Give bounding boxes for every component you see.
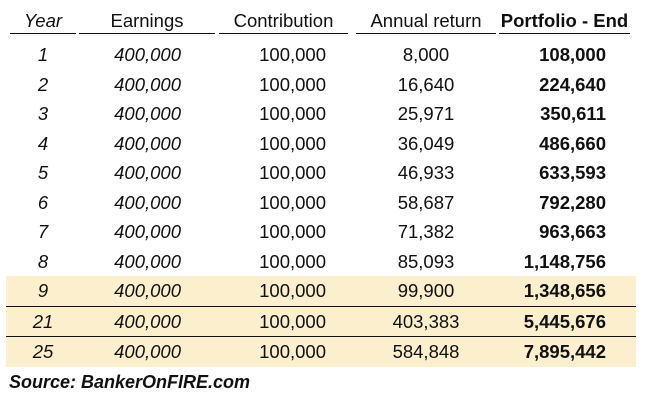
cell-annual-return: 16,640 xyxy=(397,73,455,95)
cell-year: 3 xyxy=(37,103,49,124)
cell-year: 2 xyxy=(37,73,49,95)
cell-annual-return: 58,687 xyxy=(397,191,455,213)
header-portfolio-end: Portfolio - End xyxy=(499,8,630,34)
cell-year: 1 xyxy=(37,44,49,65)
cell-contribution: 100,000 xyxy=(259,250,326,272)
cell-portfolio-end: 633,593 xyxy=(539,162,606,183)
cell-year: 5 xyxy=(37,162,49,183)
cell-portfolio-end: 1,348,656 xyxy=(523,280,606,301)
cell-contribution: 100,000 xyxy=(259,221,326,242)
cell-earnings: 400,000 xyxy=(114,132,181,154)
table-row: 6 400,000 100,000 58,687 792,280 xyxy=(6,188,636,218)
header-annual-return: Annual return xyxy=(356,8,496,34)
cell-earnings: 400,000 xyxy=(114,341,181,362)
table-row-highlighted: 21 400,000 100,000 403,383 5,445,676 xyxy=(6,305,636,336)
cell-earnings: 400,000 xyxy=(114,73,181,95)
cell-earnings: 400,000 xyxy=(114,162,181,183)
cell-annual-return: 71,382 xyxy=(397,221,455,242)
cell-earnings: 400,000 xyxy=(114,280,181,301)
cell-year: 6 xyxy=(37,191,49,213)
header-year: Year xyxy=(10,8,76,34)
cell-portfolio-end: 350,611 xyxy=(540,103,606,124)
header-earnings: Earnings xyxy=(79,8,215,34)
cell-year: 7 xyxy=(37,221,49,242)
portfolio-growth-table: Year Earnings Contribution Annual return… xyxy=(6,0,636,367)
cell-contribution: 100,000 xyxy=(259,132,326,154)
cell-annual-return: 46,933 xyxy=(397,162,455,183)
cell-portfolio-end: 224,640 xyxy=(539,73,606,95)
table-row: 1 400,000 100,000 8,000 108,000 xyxy=(6,40,636,70)
cell-contribution: 100,000 xyxy=(259,162,326,183)
cell-year: 4 xyxy=(37,132,49,154)
cell-year: 8 xyxy=(37,250,49,272)
cell-earnings: 400,000 xyxy=(114,221,181,242)
table-row-highlighted: 9 400,000 100,000 99,900 1,348,656 xyxy=(6,276,636,306)
cell-year: 9 xyxy=(37,280,49,301)
table-header-row: Year Earnings Contribution Annual return… xyxy=(6,0,636,40)
cell-contribution: 100,000 xyxy=(259,341,326,362)
source-caption: Source: BankerOnFIRE.com xyxy=(9,372,251,392)
table-row: 4 400,000 100,000 36,049 486,660 xyxy=(6,129,636,159)
table-row-highlighted: 25 400,000 100,000 584,848 7,895,442 xyxy=(6,336,636,367)
table-row: 7 400,000 100,000 71,382 963,663 xyxy=(6,217,636,247)
cell-portfolio-end: 963,663 xyxy=(539,221,606,242)
table-row: 8 400,000 100,000 85,093 1,148,756 xyxy=(6,247,636,277)
cell-earnings: 400,000 xyxy=(114,103,181,124)
cell-annual-return: 85,093 xyxy=(397,250,455,272)
cell-portfolio-end: 7,895,442 xyxy=(523,341,606,362)
cell-contribution: 100,000 xyxy=(259,310,326,332)
cell-annual-return: 8,000 xyxy=(402,44,450,65)
cell-contribution: 100,000 xyxy=(259,103,326,124)
cell-contribution: 100,000 xyxy=(259,44,326,65)
table-row: 2 400,000 100,000 16,640 224,640 xyxy=(6,70,636,100)
table-row: 3 400,000 100,000 25,971 350,611 xyxy=(6,99,636,129)
cell-portfolio-end: 5,445,676 xyxy=(523,310,606,332)
cell-contribution: 100,000 xyxy=(259,191,326,213)
cell-annual-return: 584,848 xyxy=(392,341,460,362)
cell-annual-return: 36,049 xyxy=(397,132,455,154)
cell-earnings: 400,000 xyxy=(114,250,181,272)
cell-annual-return: 25,971 xyxy=(397,103,455,124)
cell-portfolio-end: 792,280 xyxy=(539,191,606,213)
cell-contribution: 100,000 xyxy=(259,73,326,95)
cell-year: 25 xyxy=(32,341,54,362)
cell-contribution: 100,000 xyxy=(259,280,326,301)
cell-annual-return: 403,383 xyxy=(392,310,460,332)
cell-portfolio-end: 108,000 xyxy=(539,44,606,65)
cell-portfolio-end: 1,148,756 xyxy=(523,250,606,272)
table-row: 5 400,000 100,000 46,933 633,593 xyxy=(6,158,636,188)
cell-year: 21 xyxy=(32,310,54,332)
header-contribution: Contribution xyxy=(219,8,348,34)
cell-earnings: 400,000 xyxy=(114,310,181,332)
cell-earnings: 400,000 xyxy=(114,191,181,213)
cell-annual-return: 99,900 xyxy=(397,280,455,301)
cell-portfolio-end: 486,660 xyxy=(539,132,606,154)
cell-earnings: 400,000 xyxy=(114,44,181,65)
